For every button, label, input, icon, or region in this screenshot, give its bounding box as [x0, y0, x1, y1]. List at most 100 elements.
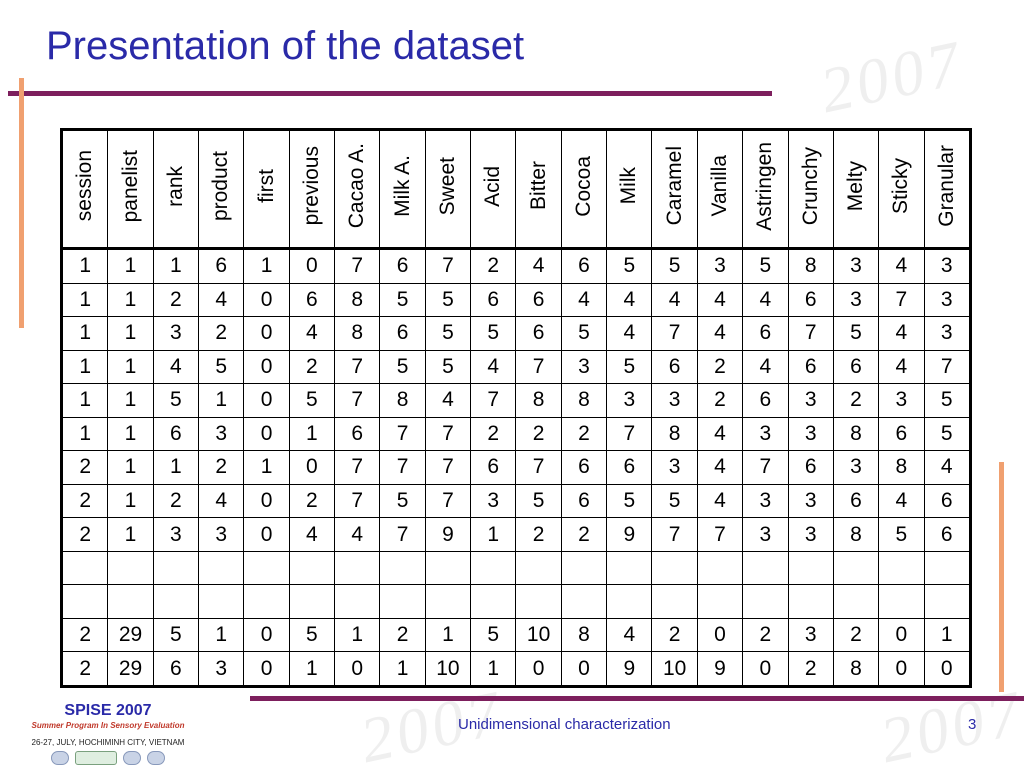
table-cell: 5 — [424, 316, 472, 351]
table-cell: 6 — [198, 248, 245, 284]
table-cell: 6 — [787, 349, 834, 385]
table-cell: 7 — [787, 316, 834, 351]
column-header: Melty — [832, 130, 880, 250]
table-cell: 2 — [696, 349, 744, 385]
table-cell: 4 — [334, 517, 381, 552]
column-header: first — [243, 130, 290, 250]
table-cell: 4 — [606, 282, 653, 318]
column-header-label: Sweet — [435, 156, 459, 216]
table-cell: 7 — [470, 383, 517, 418]
table-cell: 3 — [923, 316, 971, 351]
table-cell: 7 — [334, 349, 381, 385]
table-cell: 6 — [832, 483, 880, 519]
table-cell — [243, 550, 290, 586]
table-cell — [742, 550, 789, 586]
table-cell: 4 — [878, 248, 925, 284]
table-cell: 3 — [878, 383, 925, 418]
table-cell — [334, 584, 381, 619]
table-cell: 29 — [107, 617, 154, 653]
table-cell: 2 — [470, 416, 517, 452]
right-accent-bar — [999, 462, 1004, 692]
table-cell — [198, 584, 245, 619]
column-header-label: session — [73, 150, 97, 222]
table-cell: 1 — [61, 349, 109, 385]
table-cell: 1 — [198, 383, 245, 418]
column-header-label: Cocoa — [571, 155, 595, 217]
table-cell: 1 — [470, 517, 517, 552]
table-cell: 0 — [923, 651, 971, 686]
table-cell — [198, 550, 245, 586]
column-header: previous — [288, 130, 336, 250]
table-cell: 5 — [832, 316, 880, 351]
table-cell: 3 — [742, 517, 789, 552]
table-cell: 2 — [61, 517, 109, 552]
table-cell: 7 — [379, 416, 426, 452]
table-cell: 2 — [515, 416, 562, 452]
table-cell: 3 — [152, 316, 200, 351]
table-cell: 4 — [515, 248, 562, 284]
table-cell: 5 — [198, 349, 245, 385]
table-row — [61, 584, 971, 619]
table-cell — [424, 584, 472, 619]
column-header: Astringen — [742, 130, 789, 250]
table-cell: 5 — [424, 349, 472, 385]
table-cell: 3 — [923, 282, 971, 318]
table-cell: 2 — [832, 383, 880, 418]
table-cell: 8 — [515, 383, 562, 418]
slide-title: Presentation of the dataset — [46, 24, 525, 68]
table-cell: 2 — [560, 517, 608, 552]
table-cell: 1 — [61, 383, 109, 418]
table-cell: 0 — [742, 651, 789, 686]
table-cell: 10 — [515, 617, 562, 653]
table-cell: 6 — [560, 483, 608, 519]
table-cell: 6 — [152, 651, 200, 686]
table-cell: 1 — [243, 450, 290, 485]
table-cell — [107, 584, 154, 619]
table-cell: 9 — [606, 651, 653, 686]
column-header-label: first — [254, 169, 278, 203]
table-cell: 1 — [107, 248, 154, 284]
table-cell: 5 — [923, 383, 971, 418]
column-header-label: panelist — [118, 149, 142, 223]
table-cell: 4 — [742, 282, 789, 318]
table-cell — [152, 584, 200, 619]
table-cell: 4 — [470, 349, 517, 385]
dataset-table-container: session panelist rank product first previous C… — [60, 128, 972, 688]
table-cell — [696, 584, 744, 619]
table-cell: 9 — [696, 651, 744, 686]
table-cell: 0 — [878, 651, 925, 686]
table-cell: 4 — [288, 316, 336, 351]
sponsor-logo-icon — [123, 751, 141, 765]
table-cell: 5 — [152, 383, 200, 418]
table-cell — [379, 550, 426, 586]
table-cell: 3 — [198, 517, 245, 552]
table-cell: 1 — [288, 651, 336, 686]
table-cell: 6 — [334, 416, 381, 452]
table-cell: 7 — [334, 248, 381, 284]
table-cell: 1 — [61, 316, 109, 351]
column-header: Cacao A. — [334, 130, 381, 250]
table-cell — [878, 584, 925, 619]
table-cell: 1 — [424, 617, 472, 653]
table-cell: 3 — [198, 416, 245, 452]
table-cell: 6 — [651, 349, 698, 385]
column-header: Crunchy — [787, 130, 834, 250]
event-date-place: 26-27, JULY, HOCHIMINH CITY, VIETNAM — [31, 738, 185, 747]
table-cell: 7 — [334, 483, 381, 519]
table-cell: 0 — [243, 383, 290, 418]
table-cell: 3 — [787, 383, 834, 418]
table-cell — [832, 550, 880, 586]
table-cell: 8 — [832, 416, 880, 452]
table-cell: 7 — [334, 383, 381, 418]
table-cell — [288, 584, 336, 619]
table-cell: 7 — [606, 416, 653, 452]
table-cell: 5 — [379, 282, 426, 318]
table-cell: 0 — [560, 651, 608, 686]
table-cell: 8 — [878, 450, 925, 485]
table-cell: 1 — [107, 450, 154, 485]
